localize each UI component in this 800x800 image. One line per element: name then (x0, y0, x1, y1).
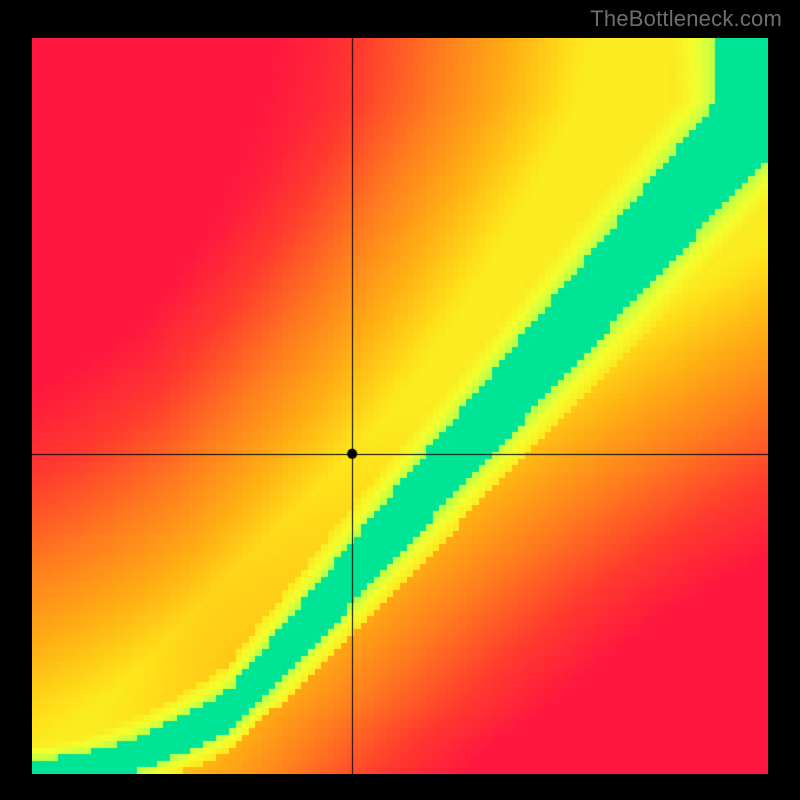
bottleneck-heatmap (32, 38, 768, 774)
watermark-label: TheBottleneck.com (590, 6, 782, 32)
